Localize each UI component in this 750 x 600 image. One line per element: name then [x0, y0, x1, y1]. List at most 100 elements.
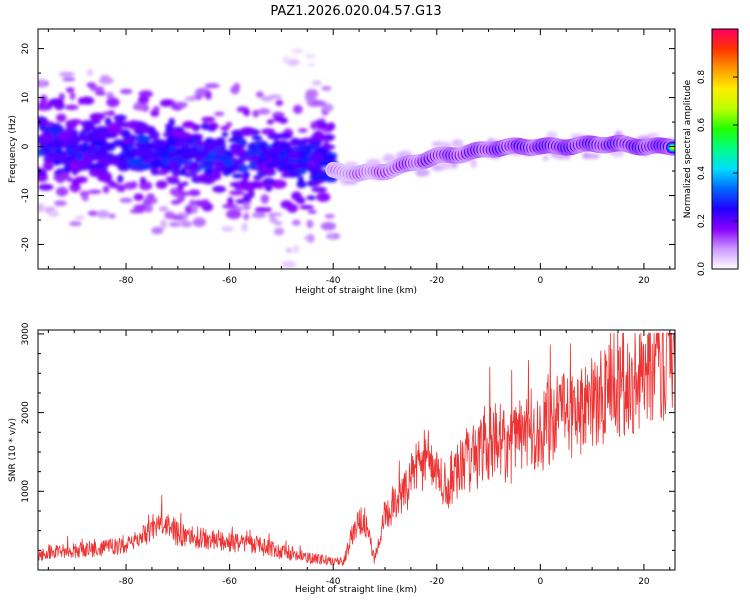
heatmap-cell	[310, 121, 319, 130]
heatmap-cell	[128, 120, 139, 130]
heatmap-cell	[241, 222, 248, 233]
heatmap-cell	[201, 174, 216, 185]
snr-y-tick-label: 3000	[21, 322, 31, 345]
snr-y-label: SNR (10 * v/v)	[8, 418, 18, 482]
heatmap-cell	[148, 193, 155, 200]
heatmap-cell	[162, 132, 172, 137]
heatmap-cell	[153, 106, 160, 112]
heatmap-cell	[415, 168, 430, 177]
heatmap-cell	[265, 185, 273, 192]
heatmap-cell	[94, 91, 107, 96]
heatmap-cell	[123, 139, 131, 145]
heatmap-cell	[38, 183, 54, 191]
heatmap-cell	[269, 160, 282, 167]
heatmap-cell	[223, 158, 234, 167]
heatmap-cell	[56, 186, 69, 197]
heatmap-cell	[137, 96, 149, 105]
heatmap-cell	[584, 153, 601, 159]
snr-panel: -80 -60 -40 -20 0 20 1000 2000 3000 Height of s…	[8, 322, 676, 595]
heatmap-cell	[180, 220, 193, 228]
heatmap-cell	[285, 248, 293, 253]
heatmap-cell	[309, 152, 323, 162]
heatmap-cell	[39, 133, 54, 144]
heatmap-cell	[306, 195, 316, 201]
heatmap-cell	[64, 104, 79, 111]
heatmap-cell	[307, 233, 315, 243]
heatmap-cell	[306, 219, 314, 229]
heatmap-cell	[291, 48, 303, 54]
colorbar-label: Normalized spectral amplitude	[683, 79, 693, 218]
heatmap-cell	[233, 143, 241, 152]
spectrogram-y-tick-label: 10	[21, 92, 31, 104]
heatmap-cell	[97, 159, 108, 166]
heatmap-cell	[273, 271, 280, 276]
heatmap-cell	[293, 104, 303, 114]
heatmap-cell	[160, 219, 168, 229]
heatmap-cell	[307, 161, 319, 168]
heatmap-cell	[296, 196, 306, 205]
heatmap-cell	[261, 95, 274, 102]
heatmap-cell	[194, 140, 207, 147]
heatmap-cell	[311, 80, 322, 86]
heatmap-cell	[291, 219, 301, 226]
heatmap-cell	[313, 130, 324, 141]
heatmap-cell	[209, 123, 217, 131]
heatmap-cell	[74, 215, 85, 220]
heatmap-cell	[169, 146, 177, 153]
heatmap-cell	[201, 199, 210, 206]
heatmap-cell	[62, 77, 76, 82]
heatmap-cell	[327, 122, 336, 131]
heatmap-cell	[275, 99, 284, 107]
heatmap-cell	[231, 173, 244, 179]
heatmap-cell	[316, 192, 331, 203]
heatmap-cell	[555, 154, 567, 160]
snr-x-tick-label: -80	[119, 577, 134, 587]
heatmap-cell	[292, 244, 300, 254]
heatmap-cell	[297, 128, 308, 133]
heatmap-cell	[58, 72, 75, 77]
heatmap-cell	[299, 156, 311, 164]
snr-x-tick-label: -40	[326, 577, 341, 587]
heatmap-cell	[248, 163, 257, 168]
heatmap-cell	[38, 142, 46, 150]
heatmap-cell	[82, 137, 95, 143]
heatmap-cell	[136, 123, 150, 133]
heatmap-cell	[266, 119, 275, 125]
heatmap-cell	[75, 152, 84, 161]
heatmap-cell	[130, 147, 145, 155]
heatmap-cell	[309, 173, 326, 182]
heatmap-cell	[154, 170, 169, 175]
heatmap-cell	[243, 212, 250, 221]
heatmap-cell	[48, 142, 65, 150]
heatmap-cell	[241, 156, 256, 161]
heatmap-cell	[225, 122, 233, 127]
heatmap-cell	[311, 186, 328, 193]
spectrogram-x-tick-label: -40	[326, 276, 341, 286]
heatmap-ridge	[325, 135, 675, 182]
heatmap-cell	[263, 207, 272, 213]
spectrogram-x-tick-label: -80	[119, 276, 134, 286]
heatmap-cell	[321, 122, 328, 128]
snr-x-tick-label: -60	[222, 577, 237, 587]
heatmap-cell	[47, 210, 60, 218]
heatmap-cell	[53, 175, 64, 181]
heatmap-cell	[65, 87, 75, 93]
heatmap-cell	[470, 158, 477, 169]
heatmap-cell	[261, 167, 276, 176]
heatmap-cell	[116, 158, 129, 169]
heatmap-cell	[286, 203, 298, 213]
heatmap-cell	[159, 99, 172, 107]
heatmap-cell	[164, 123, 173, 128]
heatmap-cell	[269, 217, 278, 223]
spectrogram-x-tick-label: 20	[638, 276, 650, 286]
heatmap-cell	[292, 164, 304, 170]
heatmap-cell	[187, 151, 204, 159]
spectrogram-panel: -80 -60 -40 -20 0 20 -20 -10 0 10 20 Height of st…	[8, 28, 676, 296]
heatmap-cell	[165, 176, 180, 181]
heatmap-cell	[155, 180, 168, 189]
heatmap-cell	[185, 137, 193, 143]
heatmap-cell	[177, 182, 184, 192]
snr-x-tick-label: 0	[537, 577, 543, 587]
heatmap-cell	[189, 161, 200, 172]
heatmap-cell	[139, 176, 147, 185]
